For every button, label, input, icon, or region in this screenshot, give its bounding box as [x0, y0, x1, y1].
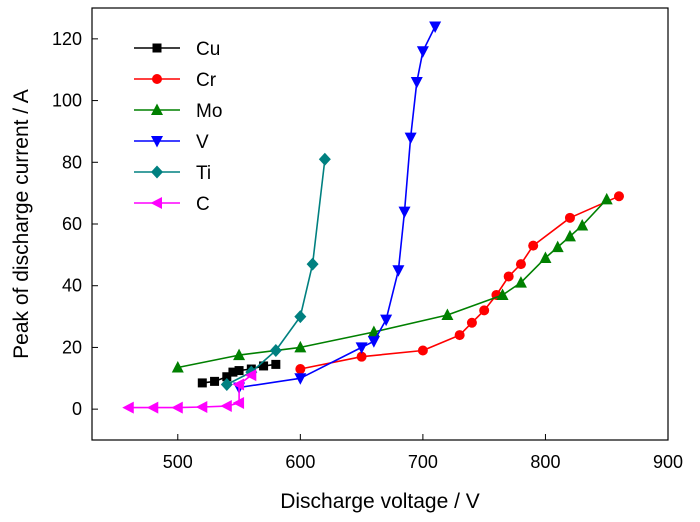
series-layer	[122, 21, 624, 414]
legend-label-v: V	[196, 132, 209, 153]
data-point-mo	[171, 360, 184, 373]
data-point-mo	[367, 325, 380, 337]
data-point-c	[195, 400, 208, 413]
y-tick-label: 60	[62, 214, 82, 234]
data-point-cu	[210, 376, 220, 386]
data-point-c	[122, 401, 134, 414]
series-mo	[171, 192, 613, 373]
data-point-cr	[454, 330, 465, 341]
data-point-v	[367, 336, 380, 348]
legend-item-ti: Ti	[134, 163, 211, 184]
legend-item-cu: Cu	[134, 39, 220, 60]
legend-marker-cr	[152, 74, 162, 84]
legend-item-mo: Mo	[134, 101, 222, 122]
data-point-c	[146, 401, 159, 414]
legend-marker-ti	[151, 165, 163, 179]
data-point-cr	[479, 305, 490, 316]
data-point-cr	[613, 191, 624, 202]
data-point-mo	[496, 288, 509, 300]
data-point-ti	[220, 377, 233, 391]
data-point-cu	[271, 359, 281, 369]
legend-label-cu: Cu	[196, 39, 220, 60]
data-point-c	[232, 378, 245, 391]
legend-label-cr: Cr	[196, 70, 217, 91]
y-tick-label: 0	[72, 399, 82, 419]
data-point-ti	[269, 344, 282, 358]
series-cr	[295, 191, 624, 375]
legend-label-c: C	[196, 194, 210, 215]
data-point-cr	[503, 271, 514, 282]
data-point-cu	[222, 372, 232, 382]
data-point-c	[171, 401, 183, 414]
y-tick-label: 20	[62, 337, 82, 357]
data-point-cr	[466, 317, 477, 328]
legend-marker-cu	[152, 43, 162, 53]
x-tick-label: 700	[408, 452, 438, 472]
data-point-c	[244, 369, 257, 382]
y-tick-label: 120	[52, 29, 82, 49]
data-point-cr	[528, 240, 539, 251]
data-point-cu	[259, 361, 269, 371]
legend-item-cr: Cr	[134, 70, 217, 91]
data-point-v	[398, 206, 411, 219]
series-line-cr	[300, 195, 620, 370]
data-point-mo	[233, 348, 246, 361]
data-point-c	[220, 400, 232, 413]
data-point-ti	[318, 152, 331, 166]
axis-ticks: 500 600 700 800 900 0 20 40 60 80 100 120	[52, 29, 683, 472]
legend-item-v: V	[134, 132, 209, 153]
data-point-v	[416, 46, 429, 58]
data-point-v	[410, 77, 423, 89]
data-point-ti	[294, 310, 307, 324]
data-point-ti	[306, 257, 319, 271]
data-point-cu	[234, 366, 244, 376]
data-point-v	[404, 132, 417, 145]
data-point-cr	[295, 364, 306, 375]
legend-marker-v	[151, 136, 163, 148]
x-tick-label: 800	[530, 452, 560, 472]
y-tick-label: 40	[62, 276, 82, 296]
data-point-cu	[228, 367, 238, 377]
legend-marker-mo	[151, 103, 163, 115]
data-point-mo	[514, 276, 527, 288]
x-tick-label: 500	[163, 452, 193, 472]
data-point-mo	[539, 251, 552, 263]
legend-label-ti: Ti	[196, 163, 211, 184]
data-point-mo	[576, 219, 589, 231]
data-point-mo	[563, 229, 576, 242]
data-point-cr	[515, 259, 526, 270]
legend-marker-c	[150, 197, 162, 209]
y-axis-label: Peak of discharge current / A	[10, 89, 33, 359]
data-point-mo	[294, 340, 307, 353]
data-point-v	[355, 342, 368, 354]
x-axis-label: Discharge voltage / V	[280, 490, 480, 513]
data-point-mo	[551, 240, 564, 253]
series-line-c	[128, 374, 252, 409]
data-point-cr	[356, 351, 367, 362]
legend-item-c: C	[134, 194, 210, 215]
data-point-mo	[441, 308, 454, 321]
series-line-mo	[177, 198, 608, 369]
data-point-v	[294, 373, 307, 385]
series-v	[233, 21, 442, 395]
y-tick-label: 100	[52, 91, 82, 111]
data-point-v	[392, 265, 405, 277]
data-point-mo	[600, 192, 613, 205]
x-tick-label: 900	[653, 452, 683, 472]
legend-label-mo: Mo	[196, 101, 222, 122]
x-tick-label: 600	[285, 452, 315, 472]
legend: Cu Cr Mo V Ti C	[134, 39, 222, 215]
data-point-cr	[417, 345, 428, 356]
data-point-cu	[197, 378, 207, 388]
data-point-c	[232, 396, 245, 409]
data-point-cr	[564, 212, 575, 223]
series-c	[122, 369, 257, 414]
y-tick-label: 80	[62, 152, 82, 172]
data-point-v	[380, 314, 393, 327]
data-point-v	[429, 21, 442, 34]
